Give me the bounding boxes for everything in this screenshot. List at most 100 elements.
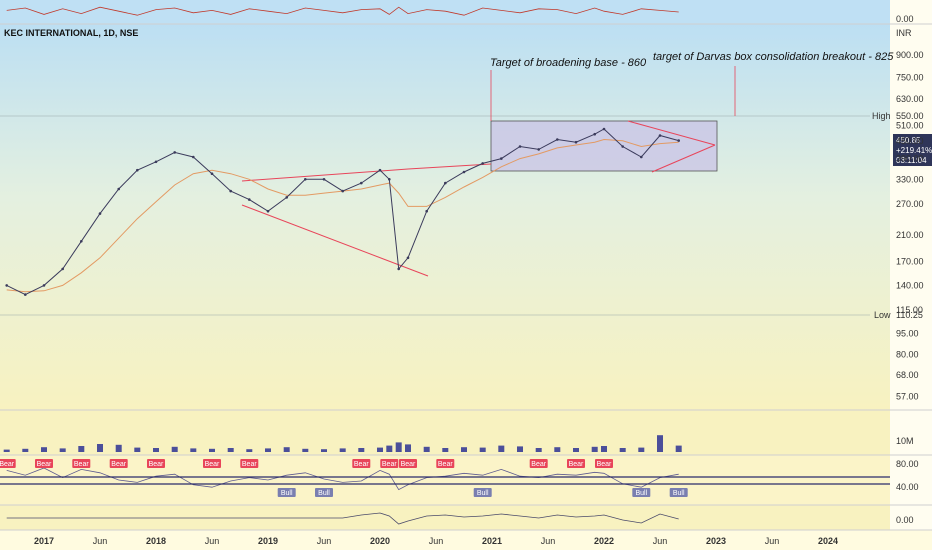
high-value: 550.00 [896,111,924,121]
y-axis-ticks: 900.00 750.00 630.00 510.00 450.00 390.00 330.… [896,50,924,402]
price-point [285,196,289,199]
volume-bar [638,447,645,452]
sub-pane-tick-label: 40.00 [896,482,919,492]
price-point [537,148,540,151]
y-tick-label: 115.00 [896,305,923,315]
volume-bar [78,446,85,452]
oscillator-badge [0,459,16,468]
volume-bar [153,448,159,452]
top-pane-background [0,0,890,24]
volume-bar [405,444,411,452]
x-tick-label: Jun [765,536,780,546]
volume-bars [3,435,682,452]
oscillator-badges: Bear Bear Bear Bear Bear Bear Bear Bull Bull Bear… [0,459,688,497]
price-point [98,212,102,215]
x-tick-label: 2019 [258,536,278,546]
price-point [304,178,307,181]
price-point [248,198,251,201]
price-point [360,181,363,185]
price-badge-value: 450.85 [896,136,921,145]
x-tick-label: Jun [541,536,556,546]
price-point [192,155,195,159]
price-point [621,145,624,148]
broadening-target-annotation: Target of broadening base - 860 [490,57,647,69]
oscillator-badge [277,488,296,497]
y-tick-label: 390.00 [896,154,924,164]
volume-bar [461,447,467,452]
volume-bar [573,448,579,452]
broadening-upper-extension [407,163,492,170]
price-badge-change: +219.41% [896,146,932,155]
volume-bar [209,448,215,452]
volume-bar [97,444,103,452]
oscillator-badge [380,459,399,468]
price-point [341,189,345,193]
oscillator-badge [72,459,91,468]
price-point [481,162,485,165]
y-tick-label: 170.00 [896,256,924,266]
volume-bar [554,447,561,452]
price-badge-countdown: 03:11:04 [896,156,927,165]
sub-pane-tick-label: 0.00 [896,14,914,24]
price-point [640,155,643,159]
x-axis-background [0,530,932,550]
high-label: High [872,111,891,121]
price-point [378,168,382,172]
volume-bar [423,446,430,452]
y-tick-label: 80.00 [896,350,919,360]
price-point [210,172,214,175]
top-oscillator-line [6,6,679,16]
oscillator-line [6,467,679,491]
volume-bar [302,448,309,452]
price-point [444,181,447,185]
price-point [24,293,27,296]
sub-pane-ticks: 10M 80.00 40.00 0.00 0.00 [896,14,919,525]
symbol-label: KEC INTERNATIONAL, 1D, NSE [4,28,138,38]
x-tick-label: Jun [93,536,108,546]
price-point [388,178,391,181]
price-point [593,132,596,136]
volume-bar [517,446,523,452]
oscillator-badge [109,459,128,468]
y-axis-background [890,0,932,530]
price-point [677,139,680,142]
oscillator-badge [240,459,259,468]
oscillator-badge-label: Bull [673,490,685,497]
volume-bar [591,446,598,452]
x-tick-label: 2023 [706,536,726,546]
volume-bar [675,445,682,452]
oscillator-badge-label: Bull [281,490,293,497]
y-tick-label: 57.00 [896,392,919,402]
y-tick-label: 270.00 [896,199,924,209]
x-tick-label: 2018 [146,536,166,546]
sub-pane-tick-label: 0.00 [896,515,914,525]
sub-pane-tick-label: 10M [896,436,914,446]
y-tick-label: 750.00 [896,73,924,83]
price-point [462,170,466,174]
volume-bar [358,448,365,452]
momentum-pane-background [0,505,890,530]
price-point [518,145,522,148]
broadening-lower-line [241,204,429,277]
volume-bar [601,446,607,452]
oscillator-badge [669,488,688,497]
y-tick-label: 450.00 [896,136,924,146]
price-point [5,284,8,287]
volume-bar [619,448,626,452]
price-point [602,127,606,131]
oscillator-badge [352,459,371,468]
oscillator-badge [595,459,613,468]
oscillator-badge [529,459,548,468]
price-point [80,240,83,243]
triangle-lower-line [651,144,716,173]
volume-bar [395,442,402,452]
y-tick-label: 95.00 [896,328,919,338]
y-tick-label: 510.00 [896,120,924,130]
volume-bar [246,449,253,452]
price-point [397,267,401,271]
x-tick-label: Jun [205,536,220,546]
oscillator-badge-label: Bear [37,461,52,468]
oscillator-badge-label: Bear [438,461,453,468]
oscillator-badge-label: Bear [0,461,15,468]
volume-bar [386,445,393,452]
